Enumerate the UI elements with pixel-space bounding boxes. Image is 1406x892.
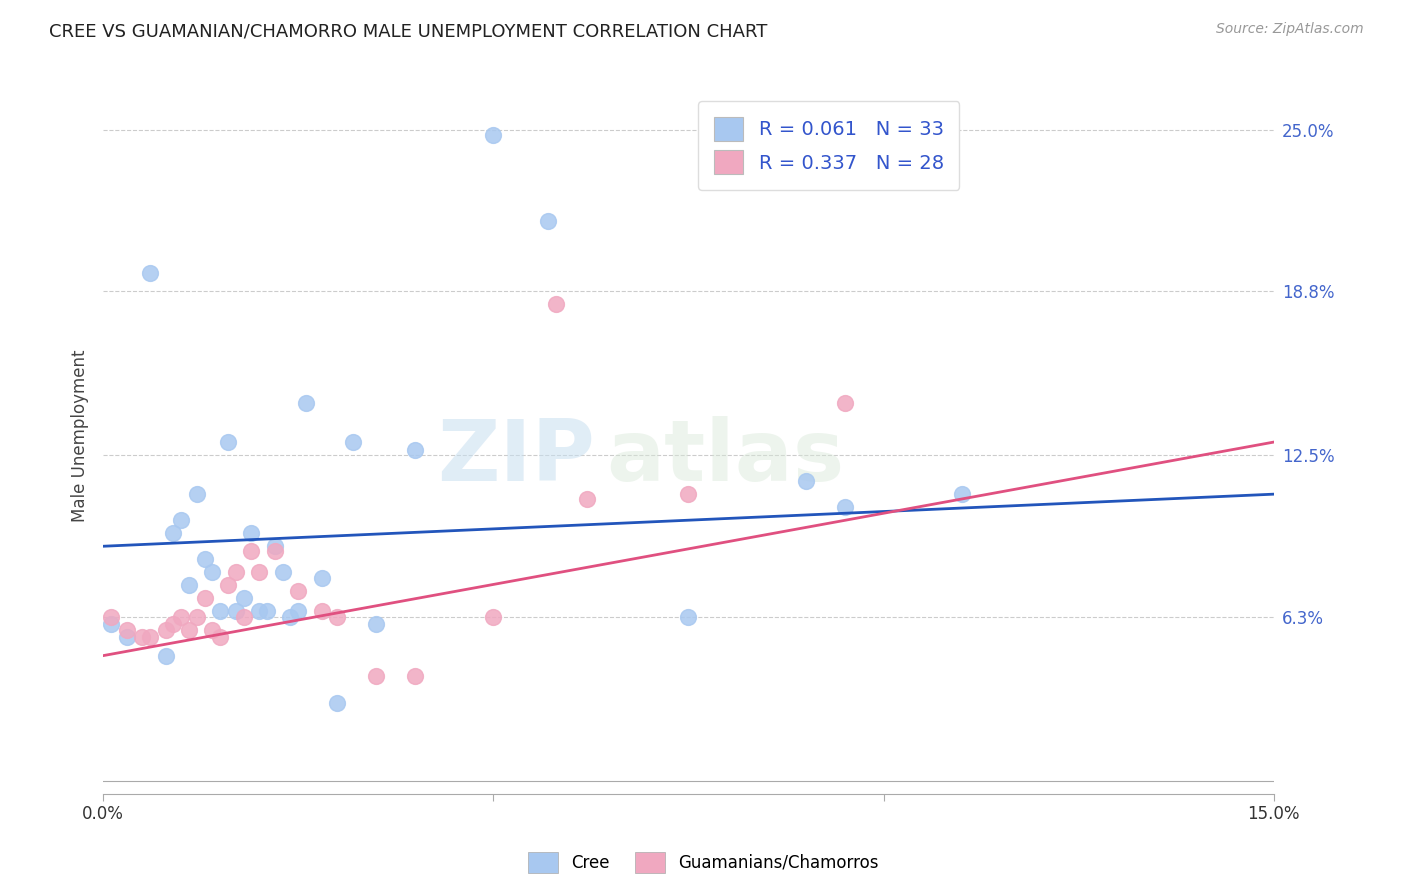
Point [194, 552, 217, 566]
Point [311, 604, 333, 618]
Point [271, 566, 294, 580]
Point [201, 566, 224, 580]
Point [342, 435, 364, 450]
Point [225, 566, 247, 580]
Text: Source: ZipAtlas.com: Source: ZipAtlas.com [1216, 22, 1364, 37]
Point [311, 570, 333, 584]
Point [404, 669, 426, 683]
Point [537, 213, 560, 227]
Point [256, 604, 278, 618]
Point [834, 396, 856, 410]
Point [482, 609, 505, 624]
Point [263, 539, 285, 553]
Text: atlas: atlas [606, 416, 845, 499]
Point [217, 578, 239, 592]
Point [162, 526, 184, 541]
Point [115, 623, 138, 637]
Point [240, 544, 263, 558]
Point [186, 609, 208, 624]
Point [232, 609, 254, 624]
Point [287, 583, 309, 598]
Point [225, 604, 247, 618]
Point [247, 566, 270, 580]
Point [177, 578, 200, 592]
Point [240, 526, 263, 541]
Text: ZIP: ZIP [437, 416, 595, 499]
Point [287, 604, 309, 618]
Point [209, 631, 232, 645]
Point [232, 591, 254, 606]
Point [201, 623, 224, 637]
Point [326, 609, 349, 624]
Y-axis label: Male Unemployment: Male Unemployment [72, 350, 89, 522]
Point [834, 500, 856, 515]
Point [366, 617, 388, 632]
Point [263, 544, 285, 558]
Point [155, 648, 177, 663]
Point [186, 487, 208, 501]
Point [678, 609, 700, 624]
Point [162, 617, 184, 632]
Legend: Cree, Guamanians/Chamorros: Cree, Guamanians/Chamorros [522, 846, 884, 880]
Point [100, 617, 122, 632]
Legend: R = 0.061   N = 33, R = 0.337   N = 28: R = 0.061 N = 33, R = 0.337 N = 28 [699, 102, 959, 190]
Point [326, 696, 349, 710]
Point [280, 609, 302, 624]
Point [247, 604, 270, 618]
Point [482, 128, 505, 142]
Point [170, 513, 193, 527]
Point [794, 474, 817, 488]
Point [295, 396, 318, 410]
Point [194, 591, 217, 606]
Point [404, 442, 426, 457]
Point [217, 435, 239, 450]
Point [544, 297, 567, 311]
Point [177, 623, 200, 637]
Point [678, 487, 700, 501]
Point [139, 631, 162, 645]
Point [100, 609, 122, 624]
Point [950, 487, 973, 501]
Point [576, 492, 599, 507]
Point [139, 266, 162, 280]
Point [209, 604, 232, 618]
Point [115, 631, 138, 645]
Point [155, 623, 177, 637]
Text: CREE VS GUAMANIAN/CHAMORRO MALE UNEMPLOYMENT CORRELATION CHART: CREE VS GUAMANIAN/CHAMORRO MALE UNEMPLOY… [49, 22, 768, 40]
Point [170, 609, 193, 624]
Point [131, 631, 153, 645]
Point [366, 669, 388, 683]
